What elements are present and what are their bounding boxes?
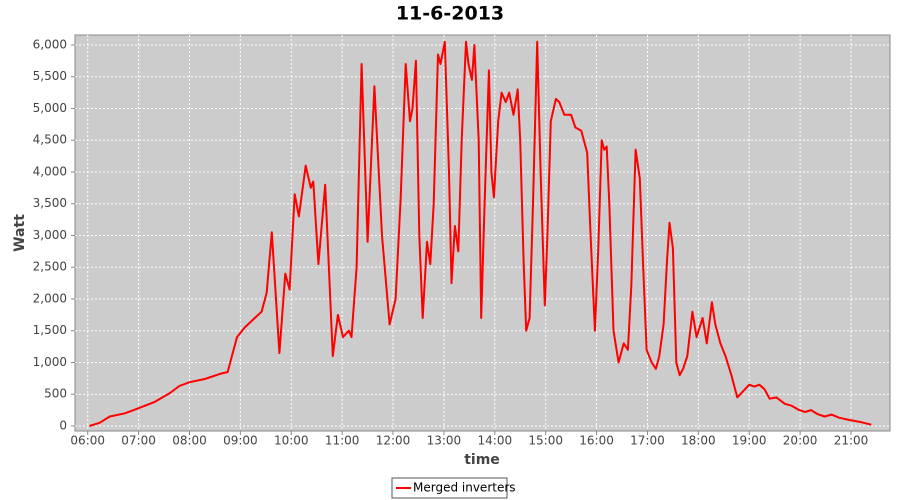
legend-label: Merged inverters <box>413 481 516 495</box>
y-tick-label: 5,500 <box>33 69 67 83</box>
x-tick-label: 10:00 <box>274 434 309 448</box>
legend-box <box>391 477 508 499</box>
chart-title: 11-6-2013 <box>396 3 504 25</box>
y-tick-label: 1,000 <box>33 355 67 369</box>
x-tick-label: 21:00 <box>834 434 869 448</box>
y-axis-label: Watt <box>12 214 28 252</box>
x-axis-label: time <box>464 452 500 468</box>
x-tick-label: 13:00 <box>427 434 462 448</box>
data-line <box>89 40 872 427</box>
y-tick-label: 3,000 <box>33 228 67 242</box>
x-tick-label: 08:00 <box>172 434 207 448</box>
y-tick-label: 2,000 <box>33 291 67 305</box>
x-tick-label: 15:00 <box>528 434 563 448</box>
y-tick-label: 1,500 <box>33 323 67 337</box>
y-tick-label: 500 <box>44 387 67 401</box>
x-tick-label: 06:00 <box>70 434 105 448</box>
y-tick-label: 4,000 <box>33 164 67 178</box>
x-tick-label: 12:00 <box>376 434 411 448</box>
x-tick-label: 14:00 <box>478 434 513 448</box>
x-tick-label: 17:00 <box>630 434 665 448</box>
y-tick-label: 6,000 <box>33 37 67 51</box>
y-tick-label: 0 <box>59 418 67 432</box>
x-tick-label: 16:00 <box>579 434 614 448</box>
y-tick-label: 4,500 <box>33 133 67 147</box>
x-tick-label: 11:00 <box>325 434 360 448</box>
legend: Merged inverters <box>391 477 516 499</box>
plot-area <box>74 34 891 432</box>
y-tick-label: 3,500 <box>33 196 67 210</box>
x-tick-label: 09:00 <box>223 434 258 448</box>
x-tick-label: 07:00 <box>121 434 156 448</box>
x-tick-label: 19:00 <box>732 434 767 448</box>
y-tick-label: 5,000 <box>33 101 67 115</box>
y-tick-label: 2,500 <box>33 260 67 274</box>
x-tick-label: 20:00 <box>783 434 818 448</box>
x-tick-label: 18:00 <box>681 434 716 448</box>
